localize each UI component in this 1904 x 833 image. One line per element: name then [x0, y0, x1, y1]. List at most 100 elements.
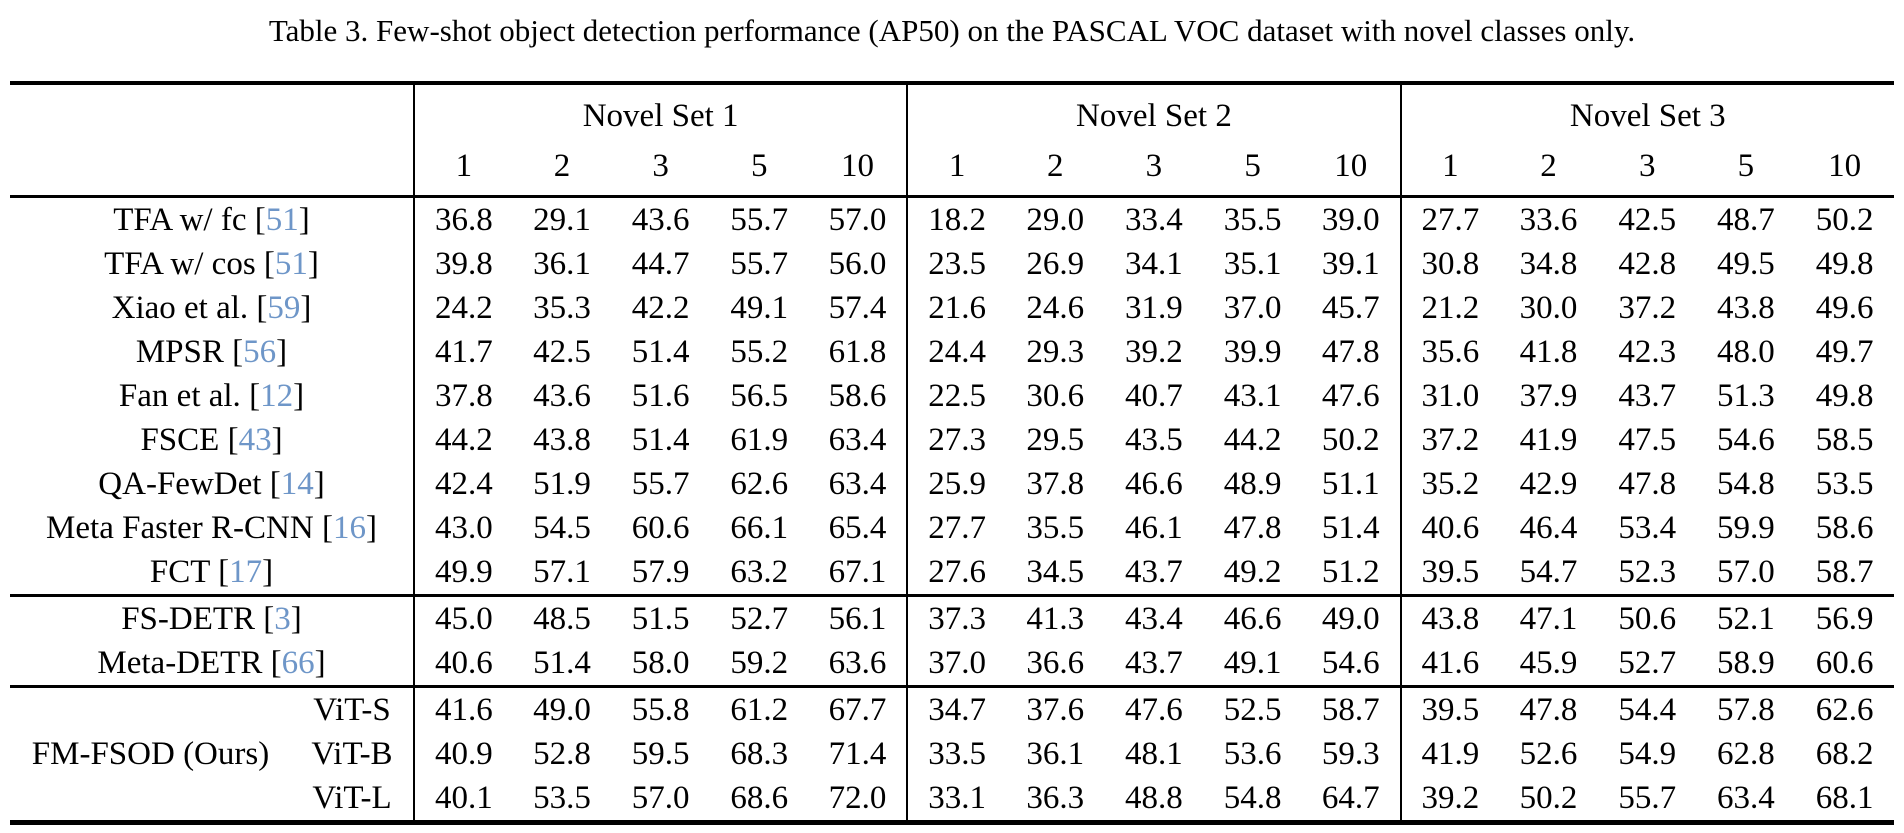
ap50-value: 48.8 — [1125, 779, 1183, 816]
ap50-value: 31.0 — [1399, 374, 1500, 418]
ap50-value: 39.0 — [1321, 201, 1380, 238]
ap50-value: 33.4 — [1125, 201, 1183, 238]
ap50-value: 36.1 — [533, 245, 591, 282]
ap50-value: 46.4 — [1519, 509, 1578, 546]
table-row: FM-FSOD (Ours) ViT-B 40.9 52.8 59.5 68.3 71.4 3… — [10, 732, 1894, 776]
ap50-value: 67.7 — [828, 691, 887, 728]
header-novel-set-1: Novel Set 1 — [412, 83, 908, 142]
table-row: Meta-DETR [66] 40.6 51.4 58.0 59.2 63.6 37.0 36… — [10, 641, 1894, 687]
ap50-value: 49.9 — [413, 550, 513, 596]
ap50-value: 25.9 — [906, 462, 1006, 506]
ap50-value: 48.9 — [1223, 465, 1282, 502]
table-row: ViT-S 41.6 49.0 55.8 61.2 67.7 34.7 37.6 47.6 52.… — [10, 686, 1894, 732]
method-label-flex: FM-FSOD (Ours) ViT-B — [10, 732, 413, 776]
ap50-value: 56.0 — [828, 245, 887, 282]
section-detr-based: FS-DETR [3] 45.0 48.5 51.5 52.7 56.1 37.3 41.3 4… — [10, 595, 1894, 687]
ap50-value: 58.5 — [1815, 421, 1874, 458]
ap50-value: 27.6 — [906, 550, 1006, 596]
ap50-value: 55.7 — [730, 245, 789, 282]
ap50-value: 43.7 — [1125, 644, 1183, 681]
ap50-value: 37.8 — [413, 374, 513, 418]
ap50-value: 50.6 — [1618, 600, 1677, 637]
ap50-value: 50.2 — [1815, 201, 1874, 238]
citation-link[interactable]: 56 — [243, 333, 277, 370]
ap50-value: 47.6 — [1321, 377, 1380, 414]
method-label-cell: Meta-DETR [66] — [97, 644, 326, 681]
citation-link[interactable]: 17 — [229, 553, 263, 590]
ap50-value: 27.3 — [906, 418, 1006, 462]
citation-link[interactable]: 3 — [274, 600, 291, 637]
ap50-value: 53.5 — [1815, 465, 1874, 502]
ap50-value: 35.2 — [1399, 462, 1500, 506]
ap50-value: 62.8 — [1716, 735, 1775, 772]
ap50-value: 61.9 — [730, 421, 789, 458]
ap50-value: 54.6 — [1321, 644, 1380, 681]
ap50-value: 35.5 — [1026, 509, 1085, 546]
ap50-value: 39.8 — [413, 242, 513, 286]
ap50-value: 21.6 — [906, 286, 1006, 330]
ap50-value: 40.9 — [413, 732, 513, 776]
ap50-value: 29.3 — [1026, 333, 1085, 370]
ap50-value: 41.3 — [1026, 600, 1085, 637]
ap50-value: 66.1 — [730, 509, 789, 546]
citation-link[interactable]: 14 — [280, 465, 314, 502]
shots-header-row: 1 2 3 5 10 1 2 3 5 10 1 2 3 5 10 — [10, 142, 1894, 197]
ap50-value: 65.4 — [828, 509, 887, 546]
shot-count-header: 2 — [1047, 148, 1064, 184]
citation-link[interactable]: 16 — [332, 509, 366, 546]
ap50-value: 49.0 — [533, 691, 591, 728]
method-name: Fan et al. — [118, 377, 241, 414]
ap50-value: 51.5 — [631, 600, 690, 637]
ap50-value: 58.0 — [631, 644, 690, 681]
ap50-value: 39.5 — [1399, 550, 1500, 596]
ap50-value: 51.4 — [533, 644, 591, 681]
shot-count-header: 5 — [751, 148, 768, 184]
ap50-value: 67.1 — [828, 553, 887, 590]
method-label-cell: Xiao et al. [59] — [111, 289, 312, 326]
citation-link[interactable]: 66 — [281, 644, 315, 681]
ap50-value: 52.7 — [1618, 644, 1677, 681]
method-label-cell: TFA w/ cos [51] — [104, 245, 319, 282]
shot-count-header: 1 — [1399, 142, 1500, 197]
ap50-value: 47.1 — [1519, 600, 1578, 637]
header-novel-set-3: Novel Set 3 — [1399, 83, 1894, 142]
citation-link[interactable]: 51 — [274, 245, 308, 282]
ap50-value: 58.7 — [1815, 553, 1874, 590]
ap50-value: 34.7 — [906, 686, 1006, 732]
ap50-value: 43.7 — [1618, 377, 1677, 414]
section-ours: ViT-S 41.6 49.0 55.8 61.2 67.7 34.7 37.6 47.6 52.… — [10, 686, 1894, 823]
citation-link[interactable]: 51 — [265, 201, 299, 238]
ap50-value: 55.7 — [1618, 779, 1677, 816]
ap50-value: 41.6 — [1399, 641, 1500, 687]
ap50-value: 47.8 — [1618, 465, 1677, 502]
citation-link[interactable]: 12 — [260, 377, 294, 414]
ap50-value: 71.4 — [828, 735, 887, 772]
ap50-value: 40.7 — [1125, 377, 1183, 414]
method-name: Xiao et al. — [111, 289, 249, 326]
ap50-value: 42.5 — [1618, 201, 1677, 238]
ap50-value: 41.8 — [1519, 333, 1578, 370]
ap50-value: 30.8 — [1399, 242, 1500, 286]
ap50-value: 36.8 — [413, 196, 513, 242]
method-group-label: FM-FSOD (Ours) — [31, 735, 270, 772]
ap50-value: 64.7 — [1321, 779, 1380, 816]
results-table: Novel Set 1 Novel Set 2 Novel Set 3 1 2 … — [10, 81, 1894, 825]
method-name: FS-DETR — [121, 600, 256, 637]
ap50-value: 62.6 — [1815, 691, 1874, 728]
ap50-value: 37.8 — [1026, 465, 1085, 502]
ap50-value: 44.2 — [413, 418, 513, 462]
header-spacer — [10, 83, 414, 142]
ap50-value: 63.6 — [828, 644, 887, 681]
method-name: Meta-DETR — [97, 644, 263, 681]
method-name: Meta Faster R-CNN — [46, 509, 314, 546]
method-name: TFA w/ fc — [113, 201, 247, 238]
ap50-value: 63.4 — [828, 465, 887, 502]
citation-link[interactable]: 43 — [238, 421, 272, 458]
ap50-value: 37.3 — [906, 595, 1006, 641]
ap50-value: 45.9 — [1519, 644, 1578, 681]
shot-count-header: 3 — [1638, 148, 1656, 184]
ap50-value: 27.7 — [1399, 196, 1500, 242]
ap50-value: 68.6 — [730, 779, 789, 816]
ap50-value: 50.2 — [1519, 779, 1578, 816]
citation-link[interactable]: 59 — [267, 289, 301, 326]
